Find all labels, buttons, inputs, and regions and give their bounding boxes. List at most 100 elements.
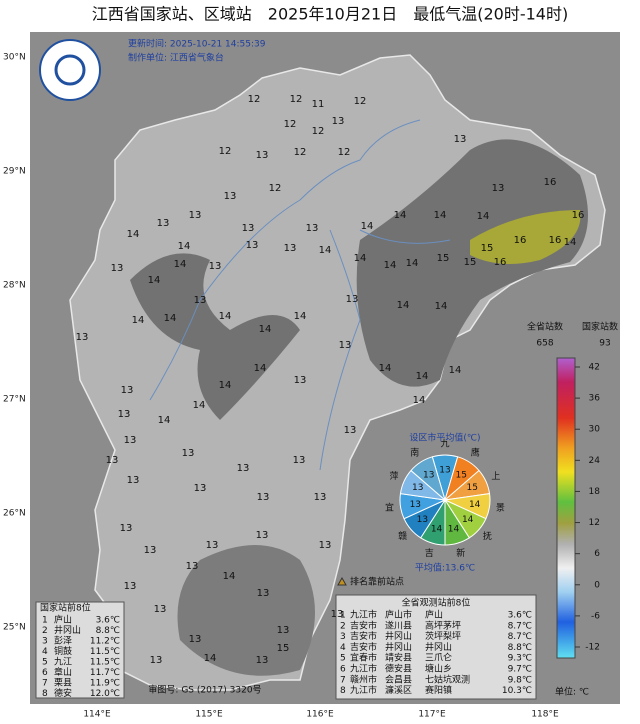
province-table-cell: 德安县 bbox=[385, 663, 412, 675]
province-table-cell: 庐山市 bbox=[385, 609, 412, 621]
national-table-cell: 11.5℃ bbox=[90, 647, 120, 657]
station-value: 14 bbox=[434, 210, 447, 221]
province-table-cell: 4 bbox=[340, 643, 346, 653]
station-value: 13 bbox=[339, 340, 352, 351]
station-value: 14 bbox=[435, 301, 448, 312]
province-table-title: 全省观测站前8位 bbox=[402, 597, 471, 609]
pie-slice bbox=[410, 456, 446, 502]
pie-label: 景 bbox=[496, 502, 505, 513]
national-table-cell: 栗县 bbox=[54, 678, 72, 689]
station-value: 13 bbox=[257, 492, 270, 503]
colorbar-tick-label: -6 bbox=[591, 611, 600, 621]
lat-label: 30°N bbox=[3, 53, 26, 63]
national-table-cell: 11.9℃ bbox=[90, 679, 120, 689]
station-value: 13 bbox=[127, 475, 140, 486]
pie-title: 设区市平均值(℃) bbox=[409, 432, 480, 444]
river bbox=[359, 229, 451, 244]
province-table-cell: 宜春市 bbox=[350, 652, 377, 664]
national-table-cell: 11.7℃ bbox=[90, 668, 120, 678]
station-value: 14 bbox=[477, 211, 490, 222]
station-value: 14 bbox=[354, 253, 367, 264]
station-value: 14 bbox=[416, 371, 429, 382]
river bbox=[299, 119, 421, 201]
colorbar-tick-label: 6 bbox=[594, 549, 600, 559]
province-table-cell: 庐山 bbox=[425, 609, 443, 621]
national-table-cell: 井冈山 bbox=[54, 624, 81, 636]
lon-label: 116°E bbox=[306, 710, 334, 720]
station-value: 12 bbox=[290, 94, 303, 105]
pie-value: 14 bbox=[431, 524, 443, 534]
pie-value: 13 bbox=[410, 500, 421, 510]
station-value: 16 bbox=[549, 235, 562, 246]
station-value: 13 bbox=[186, 561, 199, 572]
province-table-cell: 9.3℃ bbox=[508, 654, 532, 664]
station-value: 13 bbox=[257, 588, 270, 599]
province-table-cell: 塘山乡 bbox=[425, 663, 452, 675]
station-value: 14 bbox=[204, 653, 217, 664]
national-table-cell: 3 bbox=[42, 637, 48, 647]
pie-value: 15 bbox=[467, 483, 478, 493]
logo-core bbox=[54, 54, 86, 86]
national-table-cell: 8 bbox=[42, 689, 48, 699]
lat-label: 26°N bbox=[3, 509, 26, 519]
province-table-cell: 九江市 bbox=[350, 663, 377, 675]
station-value: 13 bbox=[194, 483, 207, 494]
pie-value: 13 bbox=[412, 483, 423, 493]
province-table-cell: 8.7℃ bbox=[508, 621, 532, 631]
lat-label: 27°N bbox=[3, 395, 26, 405]
station-value: 16 bbox=[544, 177, 557, 188]
national-table-cell: 1 bbox=[42, 616, 48, 626]
station-value: 13 bbox=[277, 625, 290, 636]
station-value: 13 bbox=[150, 655, 163, 666]
pie-label: 吉 bbox=[425, 548, 434, 559]
national-table-cell: 11.5℃ bbox=[90, 658, 120, 668]
station-value: 13 bbox=[209, 261, 222, 272]
station-value: 14 bbox=[174, 259, 187, 270]
pie-value: 14 bbox=[448, 524, 460, 534]
pie-label: 新 bbox=[456, 547, 465, 559]
station-value: 14 bbox=[193, 400, 206, 411]
province-table-cell: 9.8℃ bbox=[508, 675, 532, 685]
province-table-cell: 九江市 bbox=[350, 609, 377, 621]
station-value: 13 bbox=[106, 455, 119, 466]
station-value: 16 bbox=[514, 235, 527, 246]
national-table-cell: 12.0℃ bbox=[90, 689, 120, 699]
lat-label: 25°N bbox=[3, 623, 26, 633]
pie-value: 13 bbox=[439, 466, 450, 476]
station-value: 14 bbox=[384, 260, 397, 271]
pie-value: 15 bbox=[455, 470, 466, 480]
national-table-cell: 11.2℃ bbox=[90, 637, 120, 647]
station-value: 16 bbox=[494, 257, 507, 268]
station-value: 13 bbox=[224, 191, 237, 202]
station-value: 13 bbox=[332, 116, 345, 127]
logo bbox=[39, 39, 101, 101]
national-table-cell: 庐山 bbox=[54, 614, 72, 626]
province-table-cell: 8.7℃ bbox=[508, 632, 532, 642]
station-value: 14 bbox=[148, 275, 161, 286]
colorbar-tick-label: 42 bbox=[589, 363, 600, 373]
update-time: 更新时间: 2025-10-21 14:55:39 bbox=[128, 38, 266, 50]
pie-label: 赣 bbox=[398, 530, 407, 542]
pie-label: 宜 bbox=[385, 501, 394, 513]
station-value: 13 bbox=[182, 448, 195, 459]
province-table-cell: 8 bbox=[340, 686, 346, 696]
station-value: 14 bbox=[132, 315, 145, 326]
station-value: 12 bbox=[219, 146, 232, 157]
colorbar-national-label: 国家站数 bbox=[582, 321, 618, 333]
station-value: 13 bbox=[242, 223, 255, 234]
station-value: 12 bbox=[248, 94, 261, 105]
station-value: 12 bbox=[354, 96, 367, 107]
colorbar-province-count: 658 bbox=[536, 339, 553, 349]
station-value: 12 bbox=[284, 119, 297, 130]
pie-average: 平均值:13.6℃ bbox=[415, 562, 475, 574]
station-value: 13 bbox=[246, 240, 259, 251]
station-value: 13 bbox=[111, 263, 124, 274]
lon-label: 117°E bbox=[418, 710, 446, 720]
station-value: 13 bbox=[124, 435, 137, 446]
pie-label: 南 bbox=[410, 446, 419, 458]
colorbar-tick-label: 30 bbox=[589, 425, 601, 435]
colorbar-tick-label: 18 bbox=[589, 487, 601, 497]
pie-label: 抚 bbox=[483, 530, 492, 542]
pie-value: 13 bbox=[423, 470, 434, 480]
